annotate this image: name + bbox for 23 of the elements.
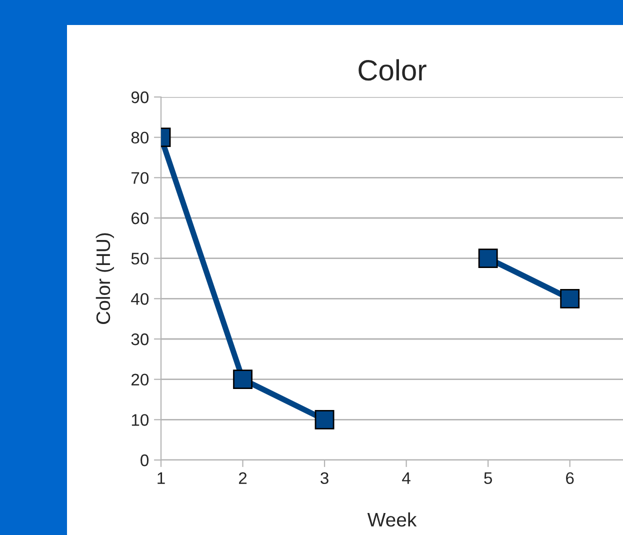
y-tick-label: 30 <box>131 333 149 346</box>
y-tick-label: 80 <box>131 132 149 144</box>
x-tick-label: 5 <box>484 472 492 484</box>
y-tick-label: 90 <box>131 91 149 104</box>
y-tick-label: 20 <box>131 374 149 386</box>
x-axis-title: Week <box>367 512 417 527</box>
point <box>560 288 580 308</box>
point <box>233 370 252 390</box>
y-tick-label: 40 <box>131 293 149 305</box>
y-tick-label: 50 <box>131 252 149 265</box>
y-axis-title: Color (HU) <box>96 233 114 324</box>
x-tick-label: 1 <box>158 472 165 484</box>
x-tick-label: 2 <box>238 472 247 484</box>
y-tick-label: 10 <box>132 414 149 426</box>
point <box>478 248 498 268</box>
chart-title: Color <box>358 59 426 81</box>
y-tick-label: 0 <box>140 454 149 466</box>
y-tick-label: 60 <box>132 212 149 224</box>
point <box>314 410 334 430</box>
x-tick-label: 3 <box>320 472 328 484</box>
y-tick-label: 70 <box>132 172 149 184</box>
x-tick-label: 4 <box>402 472 410 484</box>
x-tick-label: 6 <box>566 472 574 484</box>
